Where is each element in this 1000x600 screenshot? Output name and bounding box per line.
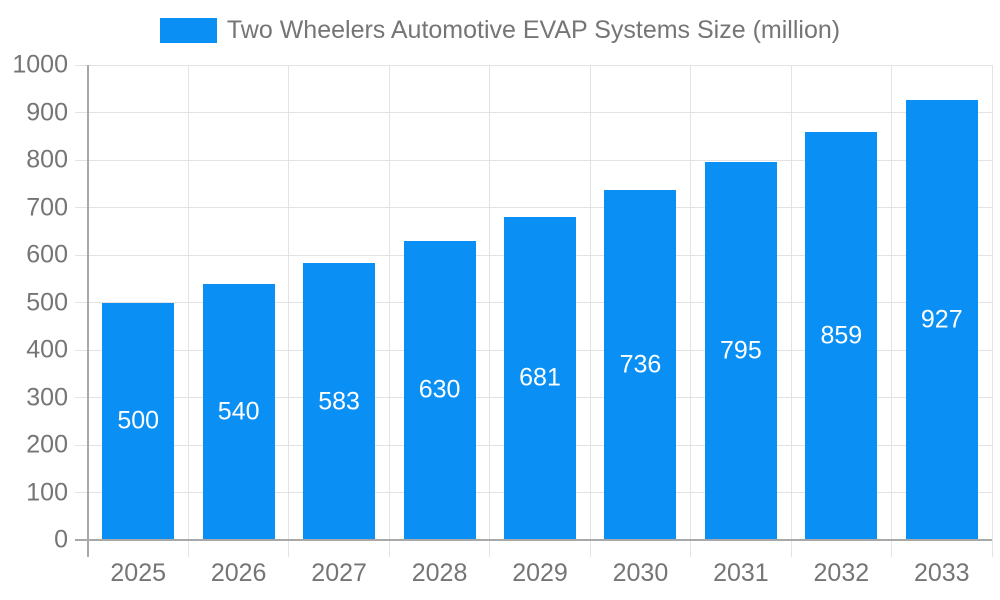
y-axis-line	[87, 65, 89, 557]
gridline-vertical	[891, 65, 893, 540]
legend-item[interactable]: Two Wheelers Automotive EVAP Systems Siz…	[159, 16, 841, 44]
x-axis-label: 2033	[913, 559, 970, 587]
gridline-vertical	[388, 65, 390, 540]
bar-value-label: 681	[519, 363, 561, 392]
y-axis-label: 400	[26, 335, 68, 364]
x-axis-tick	[690, 540, 692, 557]
x-axis-label: 2027	[311, 559, 367, 587]
bar-value-label: 540	[217, 397, 260, 426]
x-axis-tick	[187, 540, 189, 557]
x-axis-label: 2028	[411, 559, 468, 587]
gridline-vertical	[589, 65, 591, 540]
gridline-vertical	[690, 65, 692, 540]
bar-value-label: 583	[318, 387, 360, 416]
y-axis-tick	[75, 444, 88, 446]
bar-value-label: 859	[820, 321, 863, 350]
gridline-horizontal	[88, 207, 992, 208]
x-axis-tick	[991, 540, 993, 557]
x-axis-tick	[388, 540, 390, 557]
bar-value-label: 630	[418, 375, 461, 404]
y-axis-label: 700	[26, 193, 68, 221]
y-axis-tick	[75, 254, 88, 256]
y-axis-label: 800	[26, 145, 68, 174]
y-axis-label: 600	[26, 240, 68, 269]
y-axis-tick	[75, 349, 88, 351]
bar-value-label: 927	[920, 305, 963, 334]
gridline-vertical	[187, 65, 189, 540]
gridline-horizontal	[88, 159, 992, 161]
y-axis-label: 200	[26, 430, 68, 459]
x-axis-label: 2031	[713, 559, 769, 587]
bar-2032[interactable]	[805, 131, 878, 540]
y-axis-tick	[75, 64, 88, 66]
x-axis-label: 2029	[512, 559, 568, 587]
bar-2031[interactable]	[704, 162, 777, 540]
bar-2027[interactable]	[303, 263, 376, 540]
y-axis-label: 0	[54, 525, 68, 554]
x-axis-label: 2030	[612, 559, 669, 587]
gridline-vertical	[489, 65, 491, 540]
x-axis-tick	[589, 540, 591, 557]
x-axis-tick	[489, 540, 491, 557]
bar-value-label: 500	[117, 406, 160, 435]
y-axis-label: 1000	[12, 50, 68, 79]
y-axis-tick	[75, 207, 88, 208]
y-axis-tick	[75, 492, 88, 493]
y-axis-label: 300	[26, 383, 68, 411]
x-axis-tick	[891, 540, 893, 557]
legend: Two Wheelers Automotive EVAP Systems Siz…	[0, 16, 1000, 44]
gridline-vertical	[790, 65, 792, 540]
y-axis-label: 100	[26, 478, 68, 506]
bar-2030[interactable]	[604, 190, 677, 540]
bar-value-label: 795	[720, 336, 762, 365]
x-axis-tick	[790, 540, 792, 557]
x-axis-label: 2026	[210, 559, 267, 587]
y-axis-tick	[75, 397, 88, 398]
x-axis-line	[75, 539, 992, 541]
y-axis-label: 500	[26, 288, 68, 316]
y-axis-tick	[75, 159, 88, 161]
bar-2029[interactable]	[504, 216, 576, 540]
bar-2033[interactable]	[905, 99, 978, 540]
gridline-vertical	[991, 65, 993, 540]
x-axis-label: 2032	[813, 559, 870, 587]
bar-2025[interactable]	[102, 302, 175, 540]
y-axis-label: 900	[26, 98, 68, 126]
x-axis-label: 2025	[110, 559, 167, 587]
y-axis-tick	[75, 302, 88, 303]
y-axis-tick	[75, 112, 88, 113]
legend-series-swatch	[159, 17, 217, 43]
x-axis-tick	[288, 540, 290, 557]
gridline-horizontal	[88, 64, 992, 66]
gridline-vertical	[288, 65, 290, 540]
bar-2028[interactable]	[403, 240, 476, 540]
legend-series-label: Two Wheelers Automotive EVAP Systems Siz…	[226, 16, 841, 44]
bar-value-label: 736	[619, 350, 662, 379]
gridline-horizontal	[88, 112, 992, 113]
bar-2026[interactable]	[202, 283, 275, 540]
